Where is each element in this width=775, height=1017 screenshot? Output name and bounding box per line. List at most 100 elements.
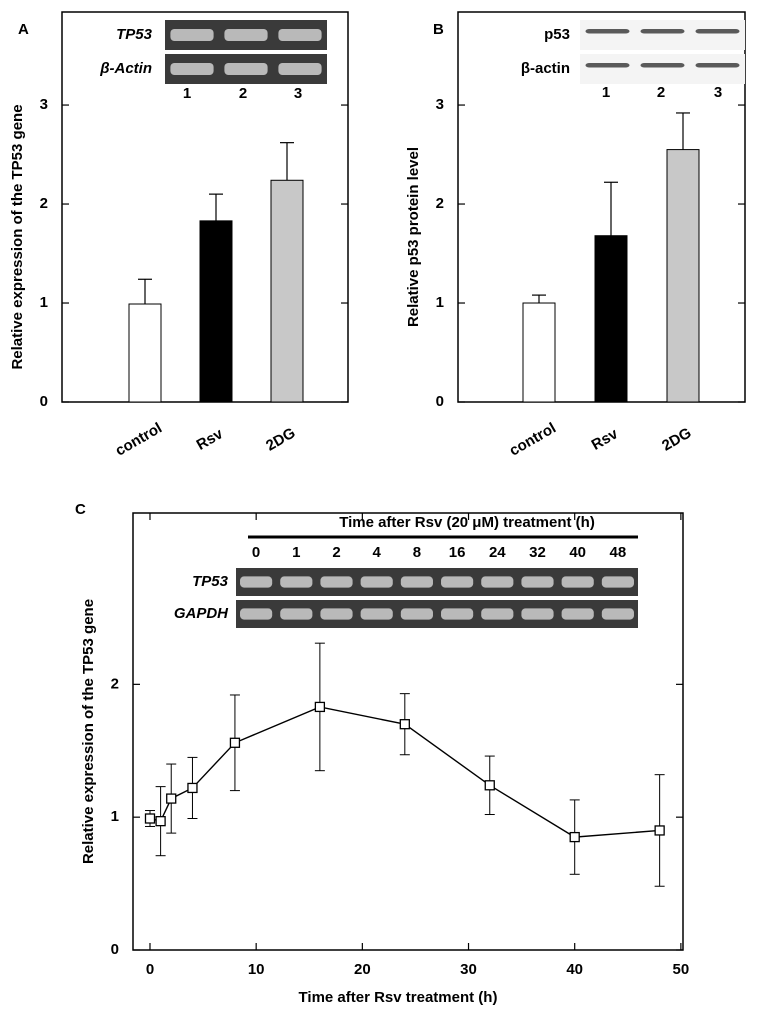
lane-label: 3 [714,84,722,101]
bar [199,220,233,403]
gel-band [601,608,634,620]
gel-band [240,576,273,588]
lane-label: 32 [529,544,546,561]
gel-row-label: TP53 [116,26,153,43]
lane-label: 1 [602,84,610,101]
inset-header: Time after Rsv (20 μM) treatment (h) [339,514,595,531]
marker [166,793,177,804]
x-tick-label: 40 [566,961,583,978]
gel-band [320,576,353,588]
lane-label: 40 [569,544,586,561]
gel-band [481,608,514,620]
category-label: Rsv [194,425,227,454]
gel-row [580,54,745,84]
gel-band [224,63,268,75]
lane-label: 16 [449,544,466,561]
lane-label: 0 [252,544,260,561]
gel-band [585,29,630,34]
y-tick-label: 1 [40,294,48,311]
y-tick-label: 2 [40,195,48,212]
gel-row [580,20,745,50]
marker [155,816,166,827]
gel-band [695,63,740,68]
gel-band [224,29,268,41]
gel-row-label: TP53 [192,573,229,590]
gel-band [278,63,322,75]
gel-band [320,608,353,620]
x-tick-label: 50 [673,961,690,978]
category-label: 2DG [263,424,298,454]
panel-letter: A [18,21,29,38]
bar [270,179,304,403]
marker [314,701,326,713]
gel-band [360,576,393,588]
bar [666,149,700,403]
y-axis-label: Relative expression of the TP53 gene [80,599,97,864]
x-axis-label: Time after Rsv treatment (h) [299,989,498,1006]
panel-letter: C [75,501,86,518]
category-label: control [112,419,165,459]
gel-band [360,608,393,620]
gel-band [521,608,554,620]
gel-band [695,29,740,34]
x-tick-label: 0 [146,961,154,978]
gel-band [441,576,474,588]
marker [229,737,241,748]
lane-label: 2 [239,85,247,102]
gel-band [561,608,594,620]
lane-label: 4 [373,544,382,561]
marker [144,813,156,824]
y-tick-label: 0 [111,941,119,958]
lane-label: 1 [292,544,300,561]
gel-band [400,576,433,588]
category-label: Rsv [589,425,622,454]
gel-band [481,576,514,588]
lane-label: 3 [294,85,302,102]
gel-band [601,576,634,588]
y-tick-label: 2 [436,195,444,212]
bar [594,235,628,403]
gel-band [400,608,433,620]
gel-row-label: GAPDH [174,605,229,622]
line [149,706,660,838]
gel-band [561,576,594,588]
x-tick-label: 10 [248,961,265,978]
marker [187,782,198,794]
gel-row-label: p53 [544,26,570,43]
bar [128,303,162,403]
lane-label: 1 [183,85,191,102]
y-tick-label: 3 [436,96,444,113]
gel-band [640,29,685,34]
plot-frame [132,512,684,951]
y-tick-label: 0 [40,393,48,410]
lane-label: 8 [413,544,421,561]
y-tick-label: 1 [436,294,444,311]
gel-band [521,576,554,588]
gel-band [585,63,630,68]
bar [522,302,556,403]
gel-band [240,608,273,620]
y-tick-label: 3 [40,96,48,113]
y-tick-label: 0 [436,393,444,410]
gel-band [170,63,214,75]
lane-label: 2 [332,544,340,561]
marker [399,719,410,730]
marker [654,825,665,836]
lane-label: 24 [489,544,506,561]
gel-band [280,608,313,620]
x-tick-label: 30 [460,961,477,978]
lane-label: 2 [657,84,665,101]
gel-band [278,29,322,41]
marker [484,780,495,791]
lane-label: 48 [610,544,627,561]
gel-row-label: β-Actin [99,60,152,77]
y-tick-label: 1 [111,808,119,825]
marker [569,831,580,843]
y-tick-label: 2 [111,675,119,692]
gel-band [640,63,685,68]
gel-band [441,608,474,620]
y-axis-label: Relative p53 protein level [405,147,422,327]
category-label: 2DG [659,424,694,454]
